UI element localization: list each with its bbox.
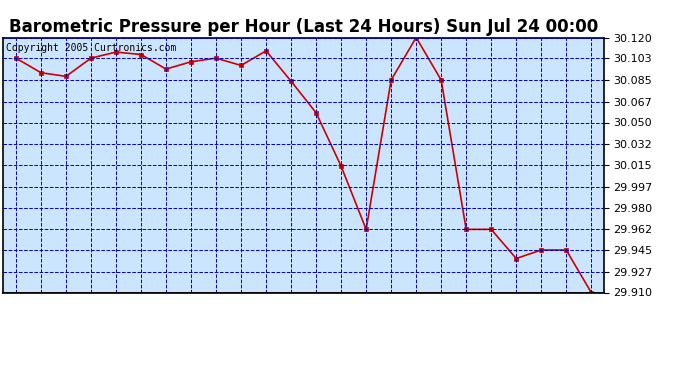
Text: Copyright 2005 Curtronics.com: Copyright 2005 Curtronics.com — [6, 43, 177, 52]
Title: Barometric Pressure per Hour (Last 24 Hours) Sun Jul 24 00:00: Barometric Pressure per Hour (Last 24 Ho… — [9, 18, 598, 36]
